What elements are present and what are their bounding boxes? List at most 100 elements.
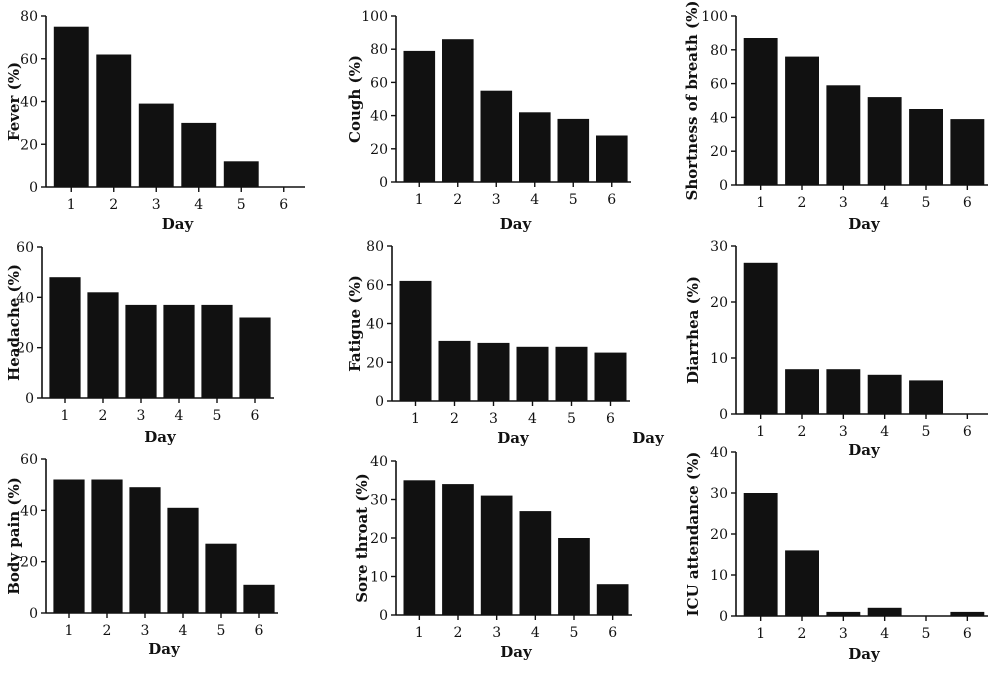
bar <box>442 484 474 615</box>
x-tick-label: 4 <box>530 192 539 208</box>
x-tick-label: 1 <box>65 623 74 639</box>
y-tick-label: 40 <box>20 95 38 111</box>
bar <box>163 304 195 398</box>
y-tick-label: 60 <box>366 278 384 294</box>
chart-panel-2: 0 20 40 60 80 100 1 2 3 4 5 6 Day Cough (%) <box>346 9 631 233</box>
bar <box>519 511 552 615</box>
bar <box>181 122 217 187</box>
x-axis-label: Day <box>497 429 530 447</box>
y-axis-label: Cough (%) <box>346 55 364 143</box>
y-tick-label: 80 <box>710 43 728 59</box>
y-tick-label: 20 <box>20 137 38 153</box>
chart-panel-3: 0 20 40 60 80 100 1 2 3 4 5 6 Day Shortness of breath… <box>683 1 988 233</box>
x-axis-label: Day <box>848 441 881 459</box>
x-tick-label: 3 <box>137 408 146 424</box>
y-tick-label: 40 <box>710 445 728 461</box>
bar <box>826 611 861 616</box>
y-tick-label: 10 <box>710 568 728 584</box>
x-tick-label: 2 <box>450 411 459 427</box>
x-axis-label: Day <box>848 645 881 663</box>
bar <box>950 611 985 616</box>
bar <box>399 280 432 401</box>
chart-panel-8: 0 10 20 30 40 1 2 3 4 5 6 Day Sore throat (%) <box>353 454 632 661</box>
bar <box>53 479 85 613</box>
bar <box>743 493 778 616</box>
x-tick-label: 2 <box>109 197 118 213</box>
chart-panel-5: 0 20 40 60 80 1 2 3 4 5 6 Day Fatigue (%) <box>346 239 630 447</box>
bar <box>438 340 471 401</box>
x-tick-label: 4 <box>880 626 889 642</box>
bar <box>480 90 513 182</box>
x-tick-label: 5 <box>567 411 576 427</box>
x-tick-label: 1 <box>67 197 76 213</box>
y-axis-label: ICU attendance (%) <box>684 452 702 617</box>
x-tick-label: 6 <box>963 195 972 211</box>
bar <box>785 56 819 185</box>
y-tick-label: 10 <box>370 570 388 586</box>
x-tick-label: 2 <box>453 192 462 208</box>
bar <box>223 161 259 187</box>
bar <box>516 346 549 402</box>
y-tick-label: 80 <box>20 9 38 25</box>
bar <box>96 54 132 187</box>
y-tick-label: 30 <box>710 486 728 502</box>
chart-panel-6: 0 10 20 30 1 2 3 4 5 6 Day Diarrhea (%) <box>684 239 988 459</box>
y-tick-label: 80 <box>370 42 388 58</box>
y-tick-label: 40 <box>16 290 34 306</box>
y-tick-label: 20 <box>710 527 728 543</box>
x-axis-label: Day <box>144 428 177 446</box>
bar <box>477 342 510 401</box>
bar <box>950 119 985 185</box>
y-tick-label: 20 <box>710 144 728 160</box>
x-tick-label: 3 <box>489 411 498 427</box>
y-tick-label: 100 <box>701 9 728 25</box>
bar <box>53 26 89 188</box>
y-tick-label: 0 <box>719 407 728 423</box>
y-tick-label: 60 <box>370 75 388 91</box>
bar <box>201 304 233 398</box>
x-tick-label: 1 <box>411 411 420 427</box>
chart-panel-4: 0 20 40 60 1 2 3 4 5 6 Day Headache (%) <box>5 240 274 446</box>
bar <box>867 97 902 185</box>
x-tick-label: 3 <box>839 195 848 211</box>
y-tick-label: 80 <box>366 239 384 255</box>
bar <box>826 369 861 414</box>
y-tick-label: 40 <box>710 110 728 126</box>
x-tick-label: 4 <box>528 411 537 427</box>
x-tick-label: 6 <box>255 623 264 639</box>
bar <box>909 380 943 414</box>
y-tick-label: 20 <box>20 555 38 571</box>
bar <box>867 607 902 616</box>
bar <box>594 352 627 401</box>
y-tick-label: 20 <box>16 341 34 357</box>
bar <box>519 112 551 182</box>
y-tick-label: 60 <box>710 77 728 93</box>
y-tick-label: 60 <box>20 52 38 68</box>
y-tick-label: 0 <box>719 609 728 625</box>
x-tick-label: 3 <box>152 197 161 213</box>
x-tick-label: 4 <box>531 625 540 641</box>
y-tick-label: 0 <box>25 391 34 407</box>
x-tick-label: 5 <box>922 626 931 642</box>
y-tick-label: 40 <box>370 109 388 125</box>
chart-panel-7: 0 20 40 60 1 2 3 4 5 6 Day Body pain (%) <box>5 452 278 658</box>
y-axis-label: Sore throat (%) <box>353 473 371 603</box>
x-tick-label: 4 <box>880 424 889 440</box>
bar <box>480 495 513 615</box>
y-tick-label: 30 <box>370 493 388 509</box>
x-tick-label: 6 <box>279 197 288 213</box>
y-tick-label: 0 <box>29 606 38 622</box>
x-tick-label: 1 <box>756 626 765 642</box>
bar <box>867 374 902 414</box>
y-tick-label: 0 <box>379 608 388 624</box>
x-tick-label: 5 <box>217 623 226 639</box>
x-tick-label: 6 <box>963 424 972 440</box>
x-tick-label: 2 <box>798 626 807 642</box>
x-tick-label: 5 <box>922 195 931 211</box>
x-tick-label: 5 <box>237 197 246 213</box>
x-tick-label: 2 <box>798 195 807 211</box>
x-tick-label: 4 <box>880 195 889 211</box>
x-tick-label: 4 <box>175 408 184 424</box>
y-tick-label: 0 <box>379 175 388 191</box>
